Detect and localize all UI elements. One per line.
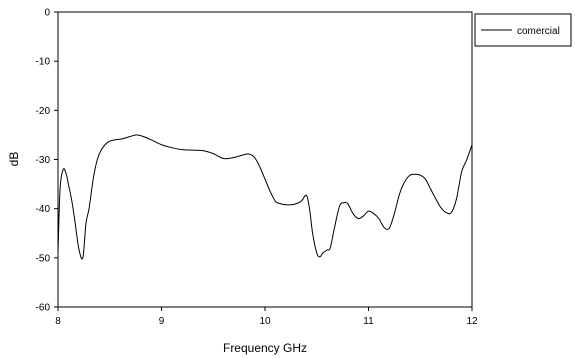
y-tick-label: -40: [36, 204, 51, 215]
y-axis-ticks: 0 -10 -20 -30 -40 -50 -60: [36, 8, 58, 314]
x-tick-label: 10: [259, 316, 271, 327]
plot-area: [57, 11, 473, 308]
legend-label: comercial: [517, 26, 560, 37]
y-tick-label: -10: [36, 57, 51, 68]
x-axis-title: Frequency GHz: [223, 341, 307, 355]
y-axis-title: dB: [7, 152, 21, 167]
y-tick-label: -30: [36, 155, 51, 166]
y-tick-label: -20: [36, 106, 51, 117]
x-tick-label: 9: [159, 316, 165, 327]
x-axis-ticks: 8 9 10 11 12: [55, 307, 478, 327]
x-tick-label: 8: [55, 316, 61, 327]
series-line-comercial: [57, 134, 473, 260]
x-tick-label: 11: [363, 316, 374, 327]
y-tick-label: -60: [36, 303, 51, 314]
legend: comercial: [474, 13, 572, 47]
y-tick-label: -50: [36, 253, 51, 264]
x-tick-label: 12: [466, 316, 478, 327]
y-tick-label: 0: [44, 8, 50, 19]
